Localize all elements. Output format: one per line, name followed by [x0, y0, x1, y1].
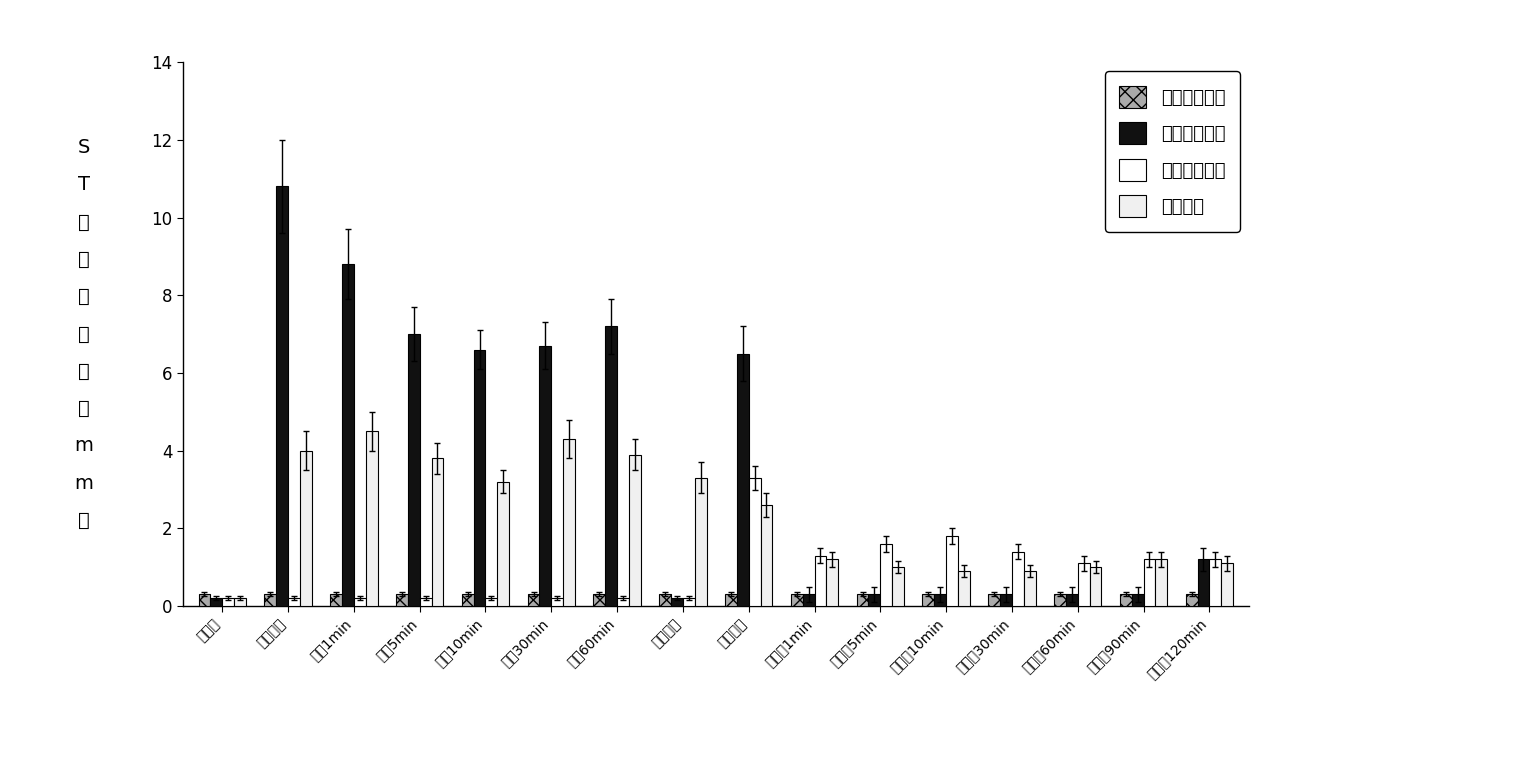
Bar	[1066, 594, 1078, 606]
Bar	[210, 598, 222, 606]
Bar	[527, 594, 539, 606]
Bar	[1054, 594, 1066, 606]
Bar	[934, 594, 946, 606]
Bar	[1132, 594, 1144, 606]
Bar	[1144, 559, 1156, 606]
Bar	[551, 598, 564, 606]
Bar	[1023, 571, 1036, 606]
Bar	[564, 439, 576, 606]
Text: 段: 段	[78, 213, 90, 232]
Bar	[461, 594, 474, 606]
Bar	[198, 594, 210, 606]
Text: 度: 度	[78, 362, 90, 381]
Text: S: S	[78, 138, 90, 157]
Bar	[594, 594, 605, 606]
Bar	[474, 350, 486, 606]
Bar	[486, 598, 498, 606]
Bar	[420, 598, 431, 606]
Bar	[629, 455, 641, 606]
Bar	[988, 594, 1001, 606]
Bar	[539, 346, 551, 606]
Bar	[1221, 563, 1234, 606]
Legend: 假手术对照组, 缺血再灌注组, 速效救心丸组, 搁心通组: 假手术对照组, 缺血再灌注组, 速效救心丸组, 搁心通组	[1104, 71, 1240, 232]
Bar	[923, 594, 934, 606]
Bar	[498, 482, 509, 606]
Bar	[396, 594, 408, 606]
Bar	[353, 598, 366, 606]
Bar	[1001, 594, 1011, 606]
Bar	[815, 556, 827, 606]
Bar	[749, 478, 760, 606]
Bar	[300, 451, 312, 606]
Bar	[659, 594, 672, 606]
Bar	[343, 264, 353, 606]
Bar	[868, 594, 880, 606]
Bar	[946, 536, 958, 606]
Bar	[737, 354, 749, 606]
Bar	[1197, 559, 1209, 606]
Bar	[694, 478, 707, 606]
Text: 上: 上	[78, 250, 90, 269]
Bar	[682, 598, 694, 606]
Text: m: m	[75, 474, 93, 493]
Bar	[760, 505, 772, 606]
Bar	[265, 594, 276, 606]
Bar	[431, 458, 443, 606]
Bar	[1078, 563, 1089, 606]
Text: ）: ）	[78, 511, 90, 530]
Bar	[803, 594, 815, 606]
Bar	[1156, 559, 1167, 606]
Text: 抬: 抬	[78, 287, 90, 306]
Text: （: （	[78, 399, 90, 418]
Bar	[222, 598, 235, 606]
Bar	[672, 598, 682, 606]
Bar	[330, 594, 343, 606]
Bar	[1186, 594, 1197, 606]
Bar	[235, 598, 245, 606]
Text: T: T	[78, 176, 90, 194]
Bar	[880, 544, 892, 606]
Bar	[1011, 552, 1023, 606]
Bar	[408, 334, 420, 606]
Bar	[725, 594, 737, 606]
Bar	[790, 594, 803, 606]
Bar	[1089, 567, 1101, 606]
Bar	[1119, 594, 1132, 606]
Bar	[276, 186, 288, 606]
Bar	[958, 571, 970, 606]
Text: m: m	[75, 437, 93, 455]
Bar	[892, 567, 905, 606]
Bar	[827, 559, 838, 606]
Bar	[617, 598, 629, 606]
Bar	[366, 431, 378, 606]
Text: 幅: 幅	[78, 325, 90, 343]
Bar	[856, 594, 868, 606]
Bar	[1209, 559, 1221, 606]
Bar	[605, 326, 617, 606]
Bar	[288, 598, 300, 606]
